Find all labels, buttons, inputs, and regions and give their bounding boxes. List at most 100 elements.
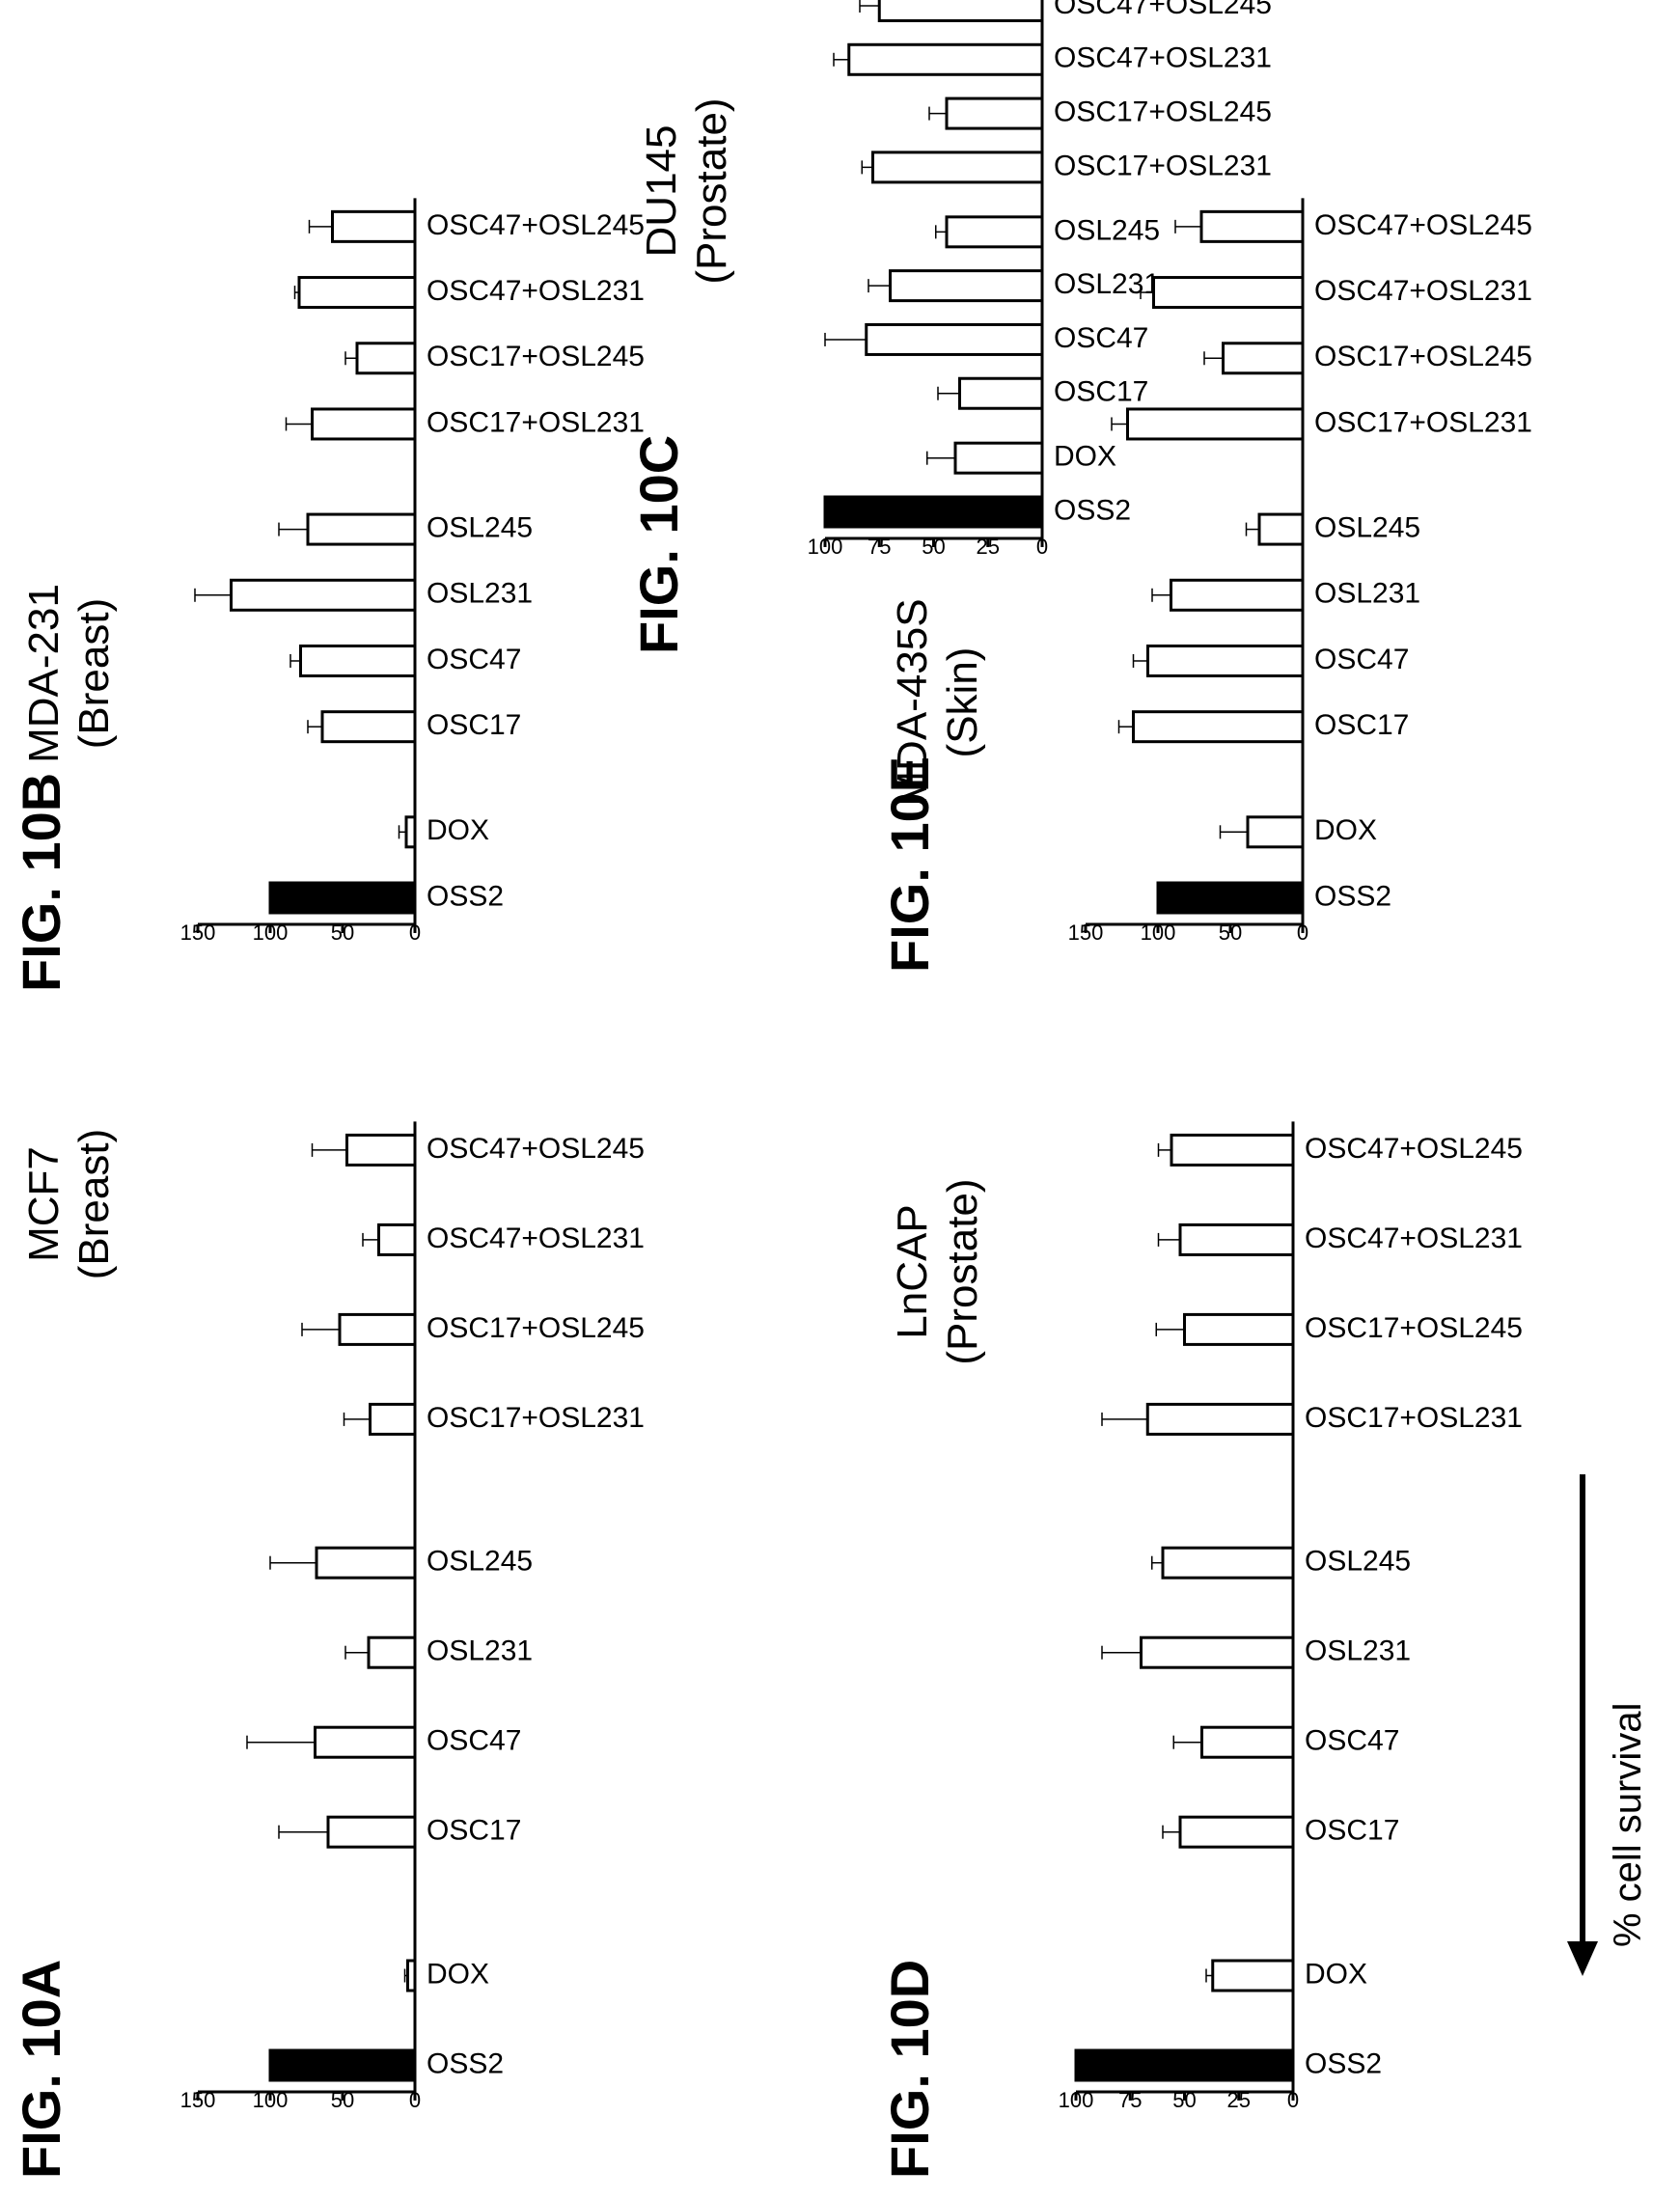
fig-10a-bar-osc47-osl231: [377, 1223, 417, 1256]
fig-10a-category-label: OSC47+OSL245: [427, 1133, 645, 1165]
fig-10c-label: FIG. 10C: [628, 434, 689, 654]
fig-10c-bar-osc17: [958, 376, 1044, 410]
fig-10a-bar-osc47: [314, 1725, 417, 1759]
fig-10e-bar-osl245: [1257, 512, 1305, 546]
fig-10b-category-label: OSC17+OSL245: [427, 341, 645, 372]
fig-10c-y-tick-label: 25: [977, 535, 1000, 559]
fig-10a-label: FIG. 10A: [11, 1959, 71, 2179]
fig-10d-bar-oss2: [1074, 2048, 1295, 2082]
fig-10a-category-label: OSS2: [427, 2047, 504, 2079]
fig-10b-category-label: OSC17+OSL231: [427, 406, 645, 438]
fig-10b-y-tick-label: 150: [180, 920, 216, 945]
fig-10d-chart: 0 25 50 75 100 OSS2 DOX OSC17 OSC47 OSL231 OSL245 O…: [1059, 1121, 1523, 2112]
fig-10b-bar-osc47-osl245: [331, 209, 417, 243]
fig-10c-category-label: OSL245: [1054, 214, 1160, 246]
fig-10b-bar-osc47: [299, 644, 417, 677]
fig-10a-y-tick-label: 150: [180, 2088, 216, 2112]
fig-10a-title-line1: MCF7: [20, 1146, 68, 1262]
fig-10d-bar-osc47-osl231: [1178, 1223, 1295, 1256]
fig-10d-category-label: OSC17+OSL245: [1305, 1312, 1523, 1344]
y-axis-arrow: [1567, 1474, 1598, 1976]
fig-10e-category-label: OSC17+OSL231: [1314, 406, 1532, 438]
y-axis-label: % cell survival: [1607, 1702, 1649, 1947]
fig-10b-category-label: OSC47: [427, 644, 521, 675]
fig-10d-y-tick-label: 25: [1227, 2088, 1251, 2112]
fig-10d-y-tick-label: 100: [1059, 2088, 1094, 2112]
fig-10e-bar-osc17: [1132, 710, 1305, 744]
fig-10c-bar-osl231: [889, 269, 1044, 303]
fig-10d-category-label: OSL231: [1305, 1635, 1411, 1667]
fig-10d-category-label: OSC17: [1305, 1815, 1399, 1847]
fig-10d-label: FIG. 10D: [879, 1959, 940, 2179]
fig-10e-y-tick-label: 50: [1219, 920, 1242, 945]
fig-10b-bar-osl245: [306, 512, 417, 546]
fig-10d-bar-dox: [1211, 1959, 1295, 1992]
fig-10d-y-tick-label: 0: [1287, 2088, 1299, 2112]
fig-10b-chart: 0 50 100 150 OSS2 DOX OSC17 OSC47 OSL231 OSL245 OS…: [180, 198, 645, 945]
fig-10c-title-line1: DU145: [638, 124, 685, 258]
fig-10c-category-label: OSC17: [1054, 376, 1148, 408]
fig-10d-bar-osc47: [1200, 1725, 1295, 1759]
fig-10d-bar-osc17: [1178, 1815, 1295, 1849]
fig-10d-category-label: DOX: [1305, 1958, 1367, 1990]
fig-10d-bar-osl231: [1140, 1635, 1295, 1669]
fig-10a-category-label: DOX: [427, 1958, 489, 1990]
fig-10d-title-line1: LnCAP: [889, 1204, 936, 1339]
fig-10c-bar-osc47-osl231: [847, 42, 1044, 76]
fig-10a-bar-osc17-osl245: [338, 1312, 417, 1346]
fig-10e-category-label: OSC47: [1314, 644, 1409, 675]
fig-10e-bar-dox: [1246, 815, 1305, 849]
fig-10d-y-tick-label: 50: [1172, 2088, 1196, 2112]
fig-10e-bar-osc47-osl245: [1199, 209, 1305, 243]
fig-10e-bar-oss2: [1156, 881, 1305, 915]
fig-10b-category-label: OSL231: [427, 578, 533, 610]
fig-10e-category-label: OSC47+OSL245: [1314, 209, 1532, 241]
fig-10b-category-label: OSC47+OSL245: [427, 209, 645, 241]
fig-10c-category-label: OSC17+OSL245: [1054, 96, 1272, 128]
fig-10c-chart: 0 25 50 75 100 OSS2 DOX OSC17 OSC47 OSL231 OSL245 O…: [808, 0, 1272, 559]
fig-10c-y-tick-label: 75: [868, 535, 891, 559]
fig-10d-category-label: OSC47+OSL245: [1305, 1133, 1523, 1165]
fig-10b-bar-dox: [404, 815, 417, 849]
fig-10e-category-label: OSC47+OSL231: [1314, 275, 1532, 307]
fig-10e-bar-osc17-osl245: [1222, 342, 1305, 375]
fig-10c-bar-osc17-osl245: [945, 96, 1044, 130]
fig-10e-bar-osl231: [1170, 578, 1305, 612]
fig-10e-y-tick-label: 150: [1068, 920, 1104, 945]
fig-10b-category-label: OSC47+OSL231: [427, 275, 645, 307]
fig-10b-bar-oss2: [268, 881, 417, 915]
fig-10e-category-label: OSS2: [1314, 880, 1391, 912]
fig-10a-bar-osc47-osl245: [345, 1133, 417, 1167]
fig-10a-bar-osl231: [367, 1635, 417, 1669]
fig-10c-category-label: OSL231: [1054, 268, 1160, 300]
fig-10c-category-label: DOX: [1054, 441, 1116, 473]
fig-10d-category-label: OSC17+OSL231: [1305, 1402, 1523, 1434]
fig-10a-bar-osc17: [326, 1815, 417, 1849]
fig-10d-y-tick-label: 75: [1118, 2088, 1142, 2112]
fig-10a-category-label: OSC17+OSL245: [427, 1312, 645, 1344]
fig-10d-category-label: OSL245: [1305, 1546, 1411, 1578]
fig-10d-bar-osc17-osl231: [1145, 1402, 1295, 1436]
fig-10c-y-tick-label: 100: [808, 535, 843, 559]
fig-10c-bar-osl245: [945, 215, 1044, 249]
fig-10a-category-label: OSL231: [427, 1635, 533, 1667]
fig-10b-title: MDA-231 (Breast): [19, 500, 120, 847]
fig-10e-y-tick-label: 0: [1297, 920, 1308, 945]
fig-10a-chart: 0 50 100 150 OSS2 DOX OSC17 OSC47 OSL231 OSL245 OS…: [180, 1121, 645, 2112]
fig-10d-title-line2: (Prostate): [939, 1178, 986, 1365]
fig-10c-category-label: OSC47+OSL231: [1054, 42, 1272, 74]
fig-10b-bar-osc17-osl231: [311, 407, 417, 441]
fig-10a-category-label: OSL245: [427, 1546, 533, 1578]
fig-10c-title: DU145 (Prostate): [637, 66, 737, 316]
fig-10c-y-tick-label: 0: [1036, 535, 1048, 559]
fig-10b-category-label: OSC17: [427, 709, 521, 741]
fig-10d-category-label: OSC47+OSL231: [1305, 1223, 1523, 1254]
fig-10b-bar-osc47-osl231: [297, 276, 417, 310]
fig-10a-y-tick-label: 50: [331, 2088, 354, 2112]
fig-10d-bar-osc17-osl245: [1183, 1312, 1295, 1346]
fig-10e-category-label: OSL245: [1314, 512, 1420, 544]
fig-10d-bar-osl245: [1161, 1546, 1295, 1580]
fig-10a-bar-osl245: [315, 1546, 417, 1580]
